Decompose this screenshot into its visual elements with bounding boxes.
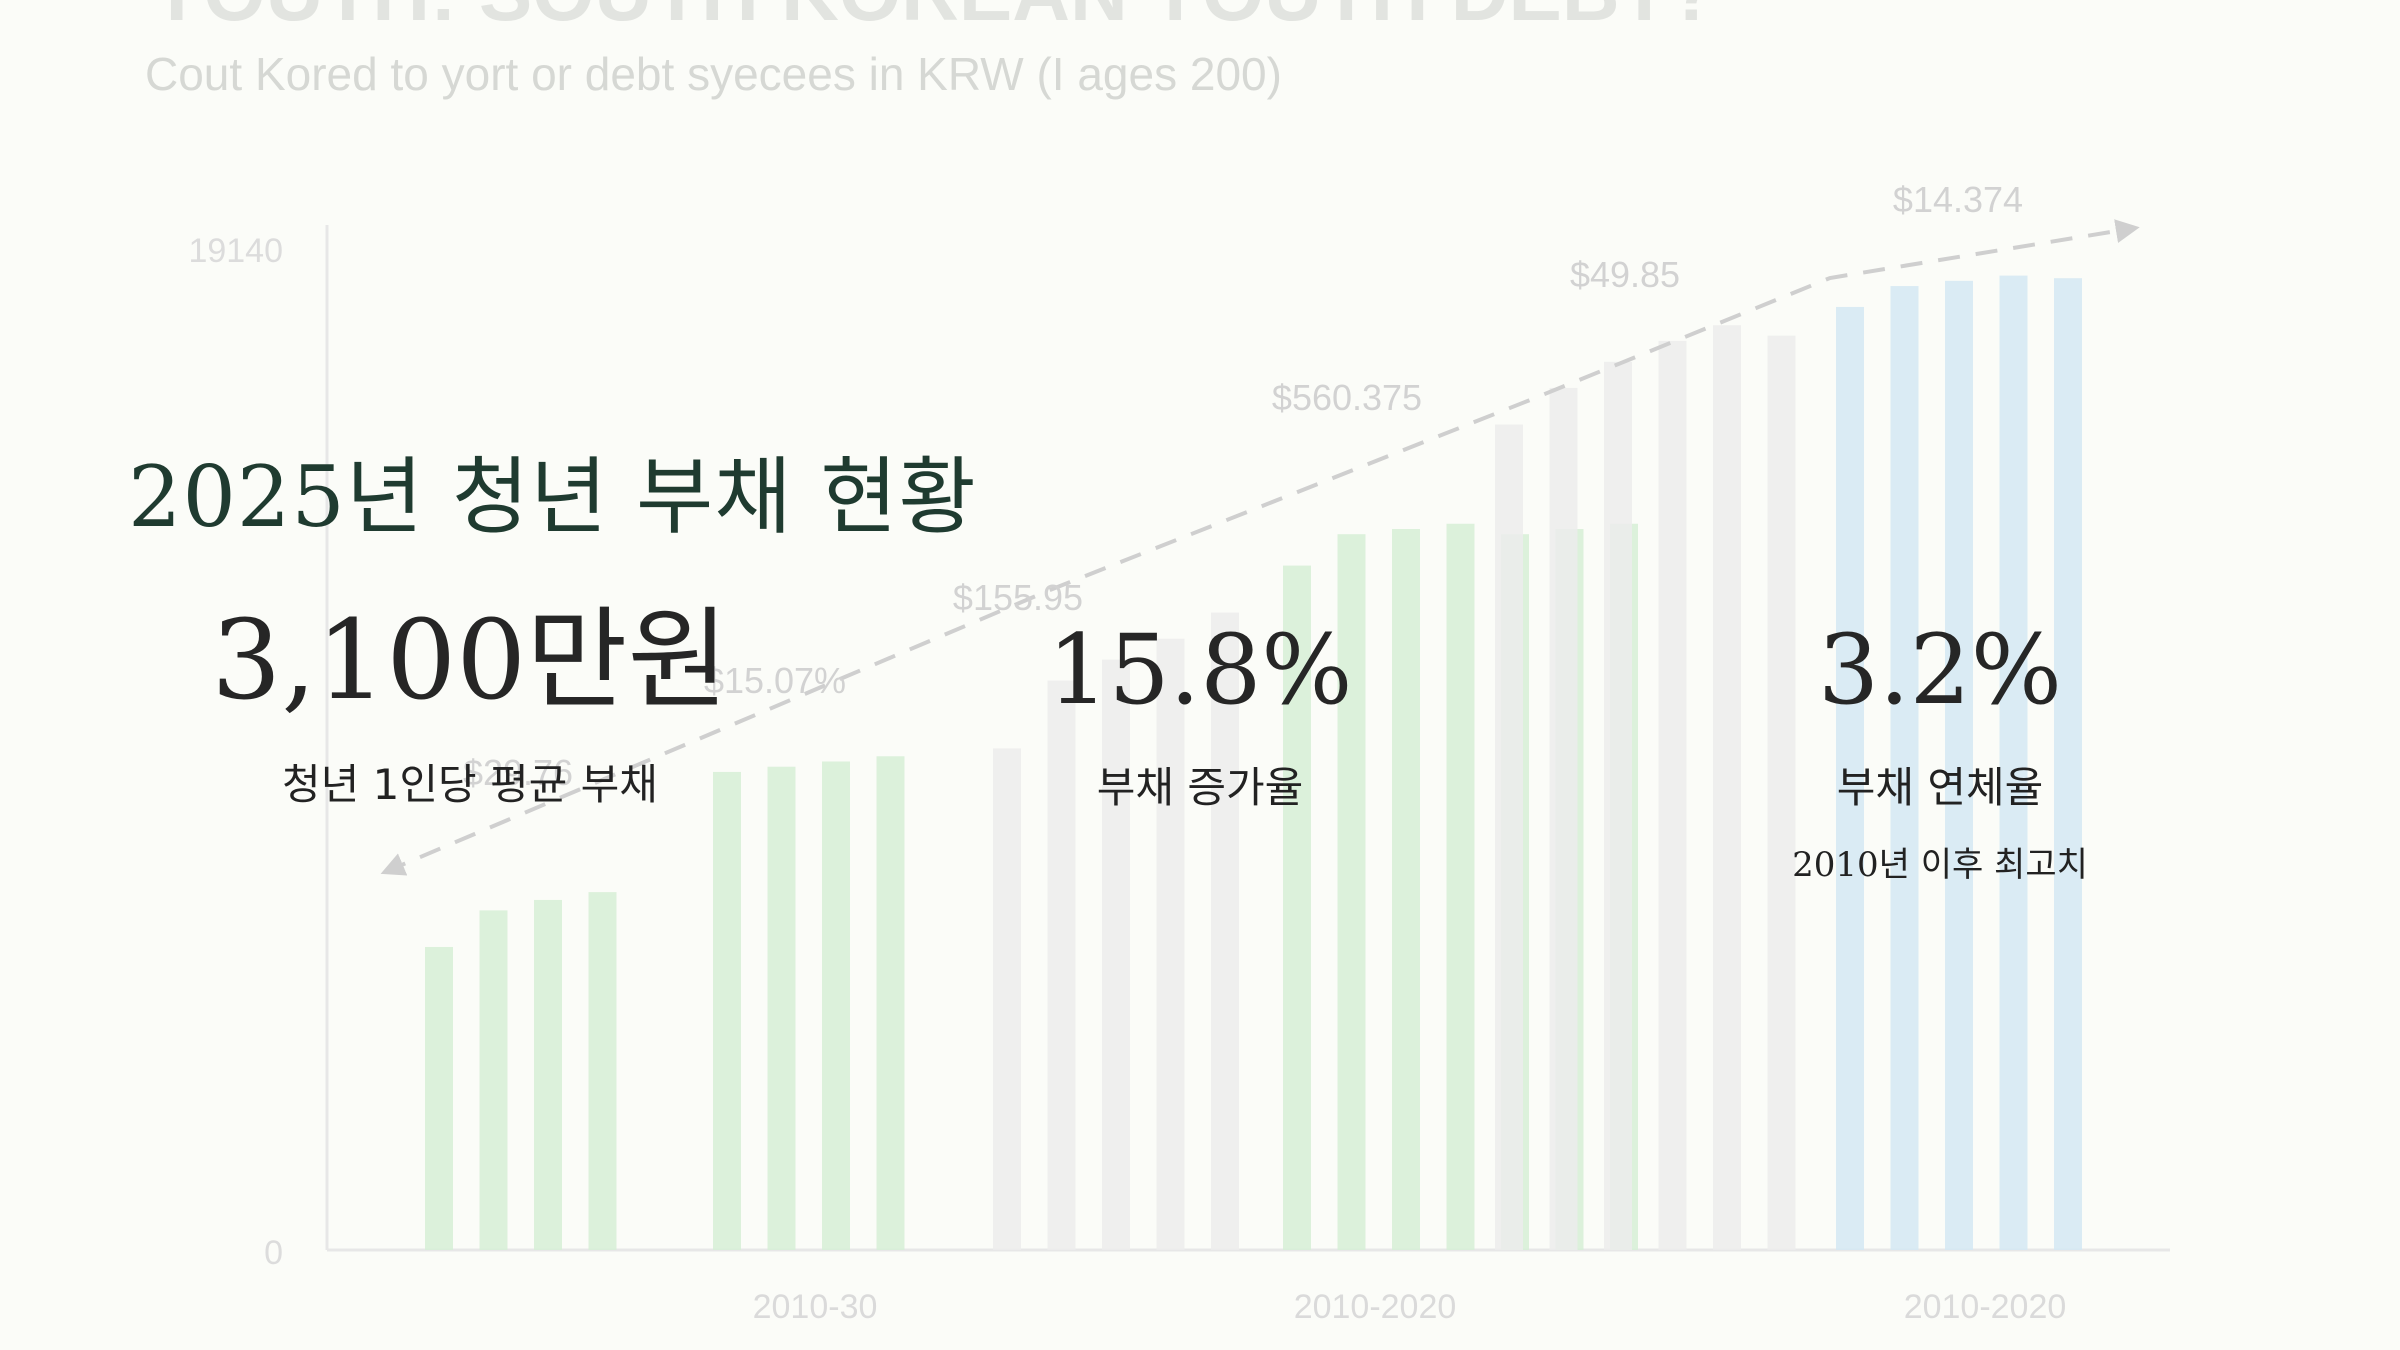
chart-bar bbox=[588, 892, 617, 1250]
chart-bar bbox=[479, 910, 508, 1250]
chart-annotation: $560.375 bbox=[1272, 377, 1422, 418]
chart-bar bbox=[425, 946, 453, 1250]
chart-bar bbox=[1495, 424, 1523, 1250]
y-tick-label: 0 bbox=[264, 1234, 283, 1272]
chart-bar bbox=[713, 771, 741, 1250]
stat-debt-growth-label: 부채 증가율 bbox=[1096, 762, 1304, 812]
x-tick-label: 2010-2020 bbox=[1294, 1288, 1457, 1326]
y-tick-label: 19140 bbox=[188, 232, 283, 270]
chart-bar bbox=[534, 899, 562, 1250]
chart-bar bbox=[1549, 387, 1578, 1250]
stat-debt-growth: 15.8% 부채 증가율 bbox=[900, 614, 1500, 815]
chart-bar bbox=[876, 756, 905, 1250]
chart-bar bbox=[993, 748, 1021, 1250]
stat-debt-growth-value: 15.8% bbox=[1047, 614, 1353, 726]
stat-average-debt-value: 3,100만원 bbox=[211, 596, 729, 724]
chart-bar bbox=[1604, 361, 1632, 1250]
stat-delinquency-value: 3.2% bbox=[1818, 614, 2062, 726]
x-tick-label: 2010-30 bbox=[753, 1288, 878, 1326]
stat-average-debt-label: 청년 1인당 평균 부채 bbox=[282, 760, 658, 809]
chart-subtitle: Cout Kored to yort or debt syecees in KR… bbox=[145, 48, 1282, 100]
chart-annotation: $155.95 bbox=[953, 577, 1083, 618]
chart-annotation: $15.07% bbox=[704, 660, 846, 701]
chart-title: YOUTH: SOUTH KOREAN YOUTH DEBT? bbox=[150, 0, 1717, 37]
stat-average-debt: 3,100만원 청년 1인당 평균 부채 bbox=[160, 600, 780, 812]
stat-delinquency-note: 2010년 이후 최고치 bbox=[1792, 844, 2088, 885]
x-tick-label: 2010-2020 bbox=[1904, 1288, 2067, 1326]
chart-annotation: $14.374 bbox=[1893, 179, 2023, 220]
chart-annotation: $29.76 bbox=[463, 752, 573, 793]
chart-bar bbox=[767, 766, 796, 1250]
stat-delinquency: 3.2% 부채 연체율 2010년 이후 최고치 bbox=[1640, 614, 2240, 886]
chart-bar bbox=[822, 761, 850, 1250]
chart-annotation: $49.85 bbox=[1570, 254, 1680, 295]
stat-delinquency-label: 부채 연체율 bbox=[1836, 762, 2044, 812]
overlay-heading: 2025년 청년 부채 현황 bbox=[128, 448, 977, 546]
